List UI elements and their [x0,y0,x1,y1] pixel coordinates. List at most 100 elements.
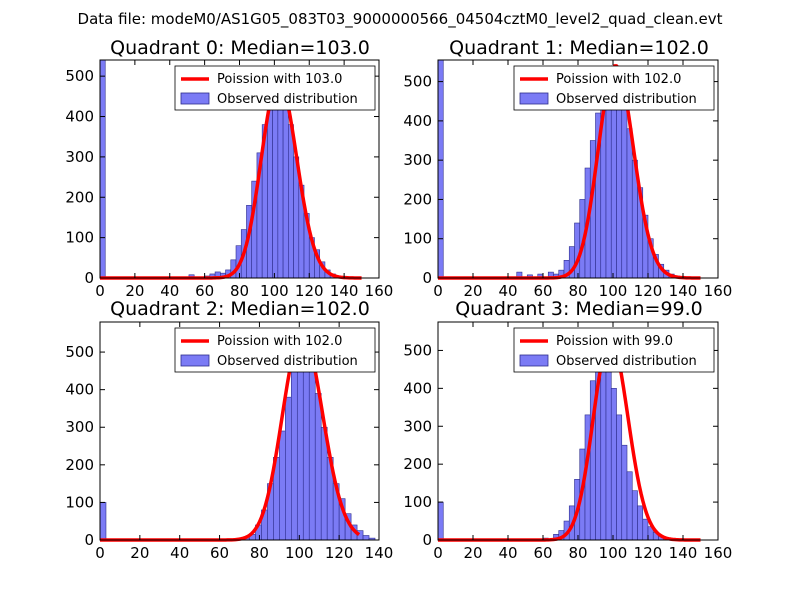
panel-title: Quadrant 3: Median=99.0 [455,298,703,320]
legend-label-poisson: Poission with 103.0 [217,72,342,87]
y-tick-label: 400 [403,112,432,130]
x-tick-label: 0 [433,282,443,300]
x-tick-label: 40 [498,544,517,562]
panel-quadrant-3: Quadrant 3: Median=99.0 0 20 40 60 80 100 120 1… [403,298,732,562]
histogram-bar [285,396,292,541]
y-tick-label: 300 [403,151,432,169]
x-tick-label: 80 [250,544,269,562]
x-tick-label: 80 [568,282,587,300]
histogram-bar [626,128,633,279]
histogram-bar [631,490,638,541]
y-tick-label: 200 [65,188,94,206]
legend-bar-swatch [180,354,210,367]
legend: Poission with 102.0 Observed distribution [513,65,715,111]
histogram-bar [267,100,273,279]
x-tick-label: 160 [365,282,394,300]
legend-bar-swatch [180,92,210,105]
panel-title: Quadrant 0: Median=103.0 [110,37,370,59]
y-tick-label: 200 [65,456,94,474]
y-tick-label: 200 [403,190,432,208]
x-tick-label: 120 [295,282,324,300]
legend-label-poisson: Poission with 99.0 [556,334,673,349]
x-tick-label: 60 [533,282,552,300]
y-tick-label: 300 [65,148,94,166]
histogram-bar [605,357,612,541]
x-tick-label: 140 [669,282,698,300]
panel-quadrant-1: Quadrant 1: Median=102.0 0 20 40 60 80 100 120… [403,37,732,300]
x-tick-label: 40 [498,282,517,300]
x-tick-label: 80 [230,282,249,300]
x-tick-label: 100 [599,544,628,562]
x-tick-label: 80 [568,544,587,562]
y-tick-label: 100 [403,493,432,511]
x-tick-label: 120 [325,544,354,562]
legend-bar-swatch [519,92,549,105]
legend-label-poisson: Poission with 102.0 [556,72,681,87]
histogram-bar [272,83,279,279]
x-tick-label: 140 [330,282,359,300]
legend: Poission with 102.0 Observed distribution [174,327,376,373]
x-tick-label: 20 [463,544,482,562]
x-tick-label: 20 [125,282,144,300]
panel-title: Quadrant 2: Median=102.0 [110,298,370,320]
panel-quadrant-2: Quadrant 2: Median=102.0 0 20 40 60 80 100 120… [65,298,393,562]
y-tick-label: 500 [65,343,94,361]
x-tick-label: 20 [130,544,149,562]
histogram-bar [99,59,106,279]
histogram-bar [437,501,444,541]
y-tick-label: 100 [403,230,432,248]
legend-label-observed: Observed distribution [217,92,358,107]
panel-quadrant-0: Quadrant 0: Median=103.0 0 20 40 60 80 100 120… [65,37,393,300]
histogram-bar [616,414,623,541]
x-tick-label: 140 [365,544,394,562]
legend-label-poisson: Poission with 102.0 [217,334,342,349]
legend-label-observed: Observed distribution [556,92,697,107]
histogram-bar [574,222,581,279]
y-tick-label: 200 [403,455,432,473]
x-tick-label: 60 [533,544,552,562]
x-tick-label: 60 [210,544,229,562]
y-tick-label: 100 [65,493,94,511]
y-tick-label: 0 [422,531,432,549]
legend: Poission with 99.0 Observed distribution [513,327,715,373]
axes-frame [99,321,380,541]
figure-title: Data file: modeM0/AS1G05_083T03_90000005… [78,10,723,29]
histogram-bar [362,535,370,541]
histogram-bar [314,393,322,541]
x-tick-label: 100 [285,544,314,562]
x-tick-label: 60 [195,282,214,300]
y-tick-label: 100 [65,229,94,247]
y-tick-label: 500 [403,73,432,91]
x-tick-label: 140 [669,544,698,562]
x-tick-label: 20 [463,282,482,300]
x-tick-label: 0 [95,544,105,562]
x-tick-label: 160 [704,282,733,300]
y-tick-label: 300 [65,418,94,436]
y-tick-label: 400 [403,379,432,397]
histogram-bar [621,444,628,541]
y-tick-label: 400 [65,381,94,399]
y-tick-label: 300 [403,417,432,435]
legend-label-observed: Observed distribution [217,354,358,369]
histogram-bar [99,502,107,541]
legend-bar-swatch [519,354,549,367]
x-tick-label: 40 [170,544,189,562]
x-tick-label: 0 [95,282,105,300]
legend-label-observed: Observed distribution [556,354,697,369]
x-tick-label: 100 [260,282,289,300]
x-tick-label: 40 [160,282,179,300]
y-tick-label: 0 [422,269,432,287]
x-tick-label: 120 [634,544,663,562]
y-tick-label: 500 [65,67,94,85]
x-tick-label: 160 [704,544,733,562]
histogram-bar [610,388,617,541]
x-tick-label: 100 [599,282,628,300]
histogram-bar [637,505,644,541]
panel-title: Quadrant 1: Median=102.0 [449,37,709,59]
histogram-bar [437,59,444,279]
histogram-bar [642,518,649,541]
legend: Poission with 103.0 Observed distribution [174,65,376,111]
histogram-bar [282,100,289,279]
y-tick-label: 0 [84,269,94,287]
